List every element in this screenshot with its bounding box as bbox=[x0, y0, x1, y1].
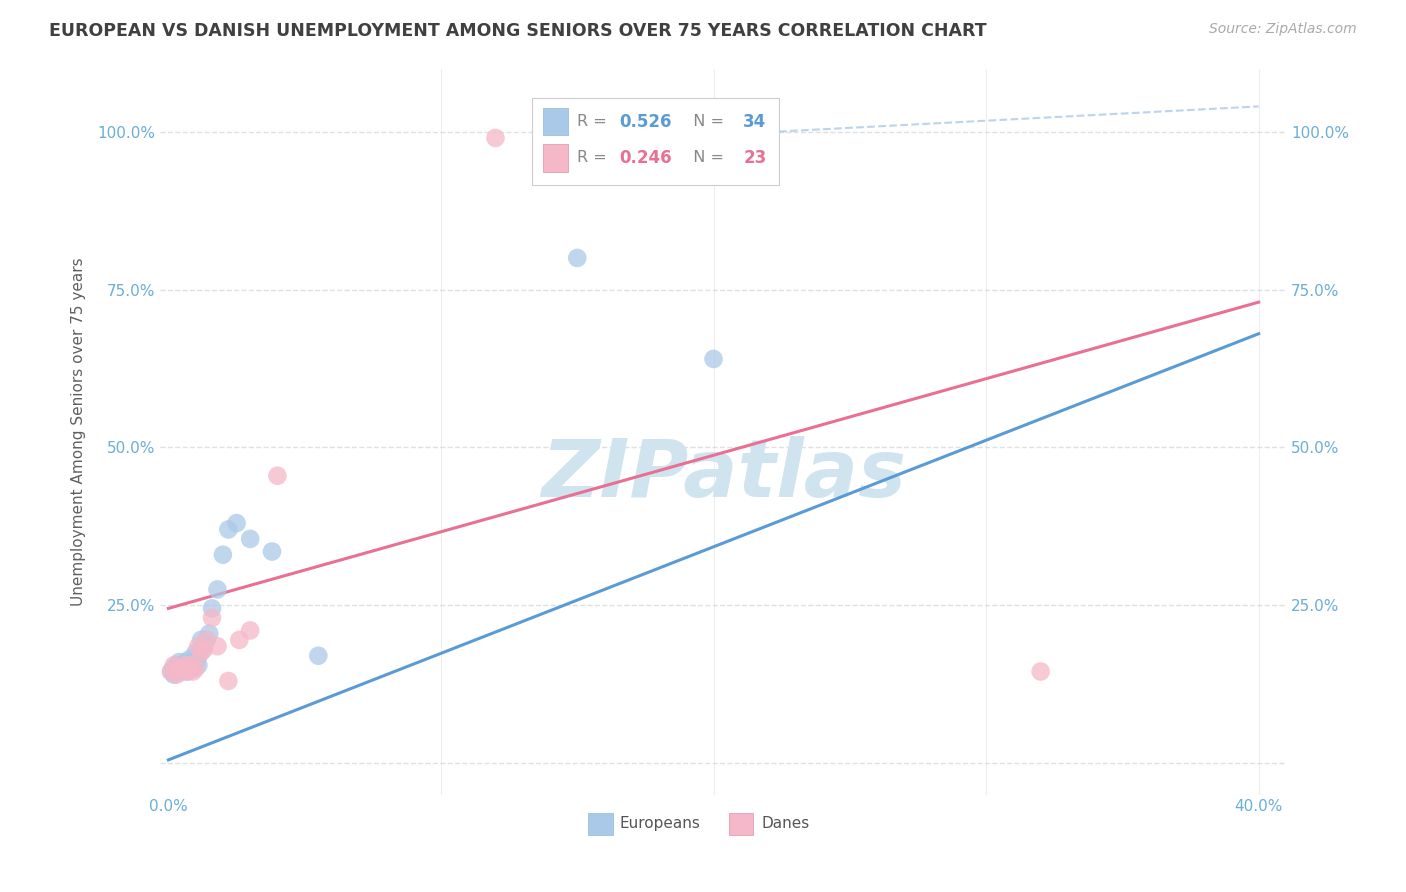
Point bbox=[184, 655, 207, 669]
Point bbox=[239, 532, 262, 546]
Point bbox=[160, 665, 183, 679]
Point bbox=[193, 642, 215, 657]
Point bbox=[195, 632, 218, 647]
Point bbox=[166, 658, 188, 673]
Point bbox=[239, 624, 262, 638]
Point bbox=[217, 523, 239, 537]
Point bbox=[163, 658, 186, 673]
Point bbox=[567, 251, 589, 265]
Text: Source: ZipAtlas.com: Source: ZipAtlas.com bbox=[1209, 22, 1357, 37]
Text: N =: N = bbox=[682, 151, 728, 165]
Point bbox=[538, 131, 561, 145]
Text: Europeans: Europeans bbox=[620, 816, 700, 831]
Point bbox=[201, 601, 224, 615]
Point bbox=[198, 626, 221, 640]
Point bbox=[169, 661, 191, 675]
Point bbox=[170, 665, 193, 679]
Point bbox=[176, 665, 198, 679]
Point bbox=[179, 658, 201, 673]
Point bbox=[160, 665, 183, 679]
Point bbox=[190, 646, 212, 660]
Point bbox=[703, 351, 725, 366]
Y-axis label: Unemployment Among Seniors over 75 years: Unemployment Among Seniors over 75 years bbox=[72, 257, 86, 606]
Point bbox=[187, 648, 209, 663]
Text: R =: R = bbox=[576, 114, 612, 129]
Point bbox=[176, 658, 198, 673]
Text: 23: 23 bbox=[744, 149, 766, 167]
Point bbox=[201, 611, 224, 625]
Point bbox=[484, 131, 506, 145]
Point bbox=[184, 661, 207, 675]
Point bbox=[217, 673, 239, 688]
Point bbox=[181, 665, 204, 679]
Point bbox=[207, 582, 229, 597]
Point bbox=[266, 468, 288, 483]
Point bbox=[184, 646, 207, 660]
Point bbox=[173, 655, 195, 669]
Point bbox=[187, 658, 209, 673]
Text: Danes: Danes bbox=[762, 816, 810, 831]
Text: EUROPEAN VS DANISH UNEMPLOYMENT AMONG SENIORS OVER 75 YEARS CORRELATION CHART: EUROPEAN VS DANISH UNEMPLOYMENT AMONG SE… bbox=[49, 22, 987, 40]
Point bbox=[170, 658, 193, 673]
Point bbox=[169, 655, 191, 669]
Text: R =: R = bbox=[576, 151, 612, 165]
Point bbox=[212, 548, 235, 562]
Point bbox=[307, 648, 329, 663]
Point bbox=[170, 661, 193, 675]
Point bbox=[260, 544, 283, 558]
Point bbox=[166, 667, 188, 681]
Point bbox=[179, 658, 201, 673]
Bar bbox=[543, 144, 568, 171]
Point bbox=[179, 652, 201, 666]
Text: ZIPatlas: ZIPatlas bbox=[540, 436, 905, 514]
Bar bbox=[588, 813, 613, 835]
Text: 0.526: 0.526 bbox=[620, 112, 672, 130]
Point bbox=[195, 632, 218, 647]
Point bbox=[228, 632, 250, 647]
Bar bbox=[728, 813, 754, 835]
Point bbox=[163, 667, 186, 681]
Text: 34: 34 bbox=[744, 112, 766, 130]
Point bbox=[187, 639, 209, 653]
Point bbox=[166, 665, 188, 679]
Point bbox=[1029, 665, 1052, 679]
Bar bbox=[543, 108, 568, 136]
Point bbox=[190, 632, 212, 647]
Point bbox=[176, 665, 198, 679]
Point bbox=[225, 516, 247, 530]
Point bbox=[181, 661, 204, 675]
Point bbox=[207, 639, 229, 653]
FancyBboxPatch shape bbox=[531, 97, 779, 185]
Text: N =: N = bbox=[682, 114, 728, 129]
Text: 0.246: 0.246 bbox=[620, 149, 672, 167]
Point bbox=[173, 661, 195, 675]
Point bbox=[193, 639, 215, 653]
Point bbox=[163, 661, 186, 675]
Point bbox=[169, 661, 191, 675]
Point bbox=[173, 658, 195, 673]
